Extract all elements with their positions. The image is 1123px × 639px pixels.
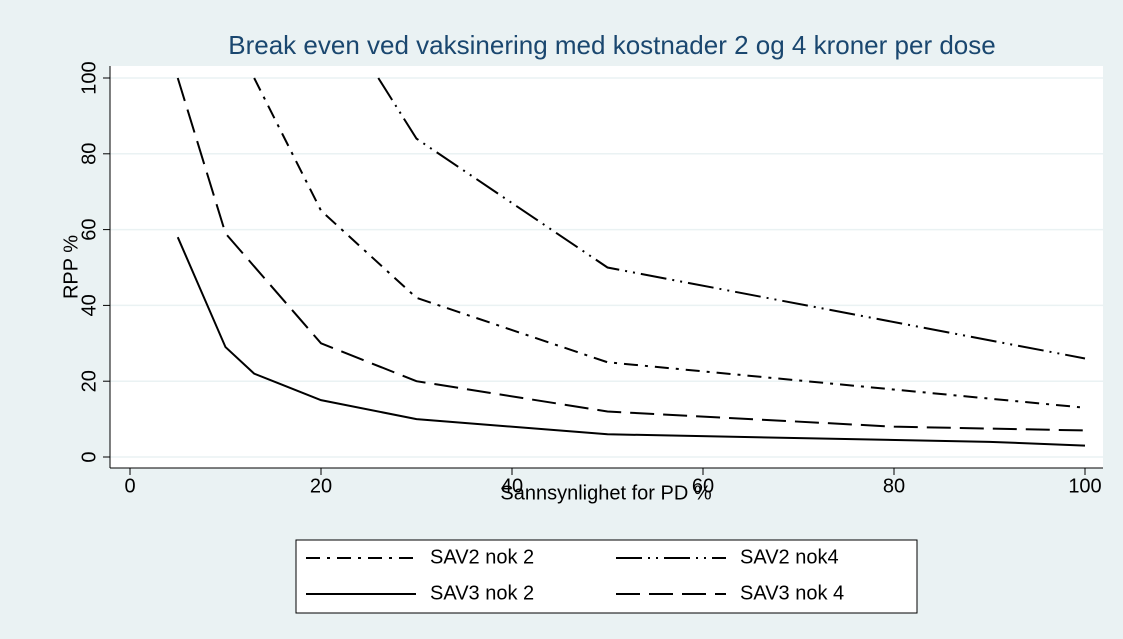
x-tick-label: 40 xyxy=(501,475,523,497)
series-line xyxy=(176,236,1086,447)
y-tick-label: 100 xyxy=(78,61,100,94)
x-tick-label: 60 xyxy=(692,475,714,497)
legend-label: SAV3 nok 4 xyxy=(740,582,844,604)
legend-label: SAV2 nok 2 xyxy=(430,546,534,568)
x-tick-label: 80 xyxy=(883,475,905,497)
x-tick-label: 100 xyxy=(1068,475,1101,497)
chart-title: Break even ved vaksinering med kostnader… xyxy=(228,30,995,60)
x-tick-label: 20 xyxy=(310,475,332,497)
series-line xyxy=(253,77,1086,409)
y-tick-label: 0 xyxy=(78,451,100,462)
y-tick-label: 80 xyxy=(78,143,100,165)
x-axis-title: Sannsynlighet for PD % xyxy=(500,482,711,504)
legend-label: SAV3 nok 2 xyxy=(430,582,534,604)
y-tick-label: 40 xyxy=(78,294,100,316)
y-tick-label: 60 xyxy=(78,218,100,240)
y-axis-title: RPP % xyxy=(60,235,82,299)
y-tick-label: 20 xyxy=(78,370,100,392)
x-tick-label: 0 xyxy=(124,475,135,497)
series-line xyxy=(377,77,1086,360)
legend-label: SAV2 nok4 xyxy=(740,546,839,568)
series-line xyxy=(176,77,1086,432)
legend xyxy=(295,539,918,614)
